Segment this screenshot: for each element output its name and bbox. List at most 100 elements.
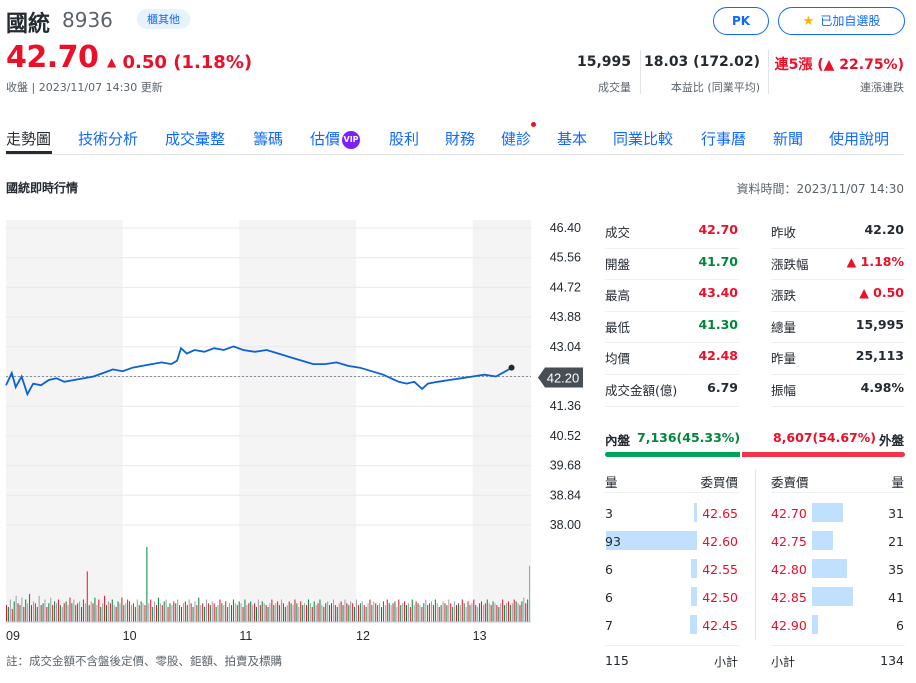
stat-value: 連5漲 (▲ 22.75%) bbox=[774, 57, 904, 73]
volume-bar bbox=[511, 603, 513, 623]
volume-bar bbox=[507, 601, 509, 622]
intraday-chart[interactable]: 46.40 45.56 44.72 43.88 43.04 41.36 40.52 39.68… bbox=[0, 210, 600, 650]
volume-bar bbox=[23, 607, 25, 622]
volume-bar bbox=[436, 603, 438, 623]
row-divider bbox=[771, 279, 905, 281]
volume-bar bbox=[171, 605, 173, 622]
quote-value: ▲ 0.50 bbox=[859, 285, 904, 301]
tab-2[interactable]: 技術分析 bbox=[78, 128, 138, 149]
volume-bar bbox=[175, 603, 177, 623]
volume-bar bbox=[484, 603, 486, 623]
volume-bar bbox=[54, 601, 56, 622]
volume-bar bbox=[232, 599, 234, 622]
volume-bar bbox=[513, 599, 515, 622]
volume-bar bbox=[463, 603, 465, 623]
tab-12[interactable]: 新聞 bbox=[773, 128, 803, 149]
x-tick-label: 10 bbox=[123, 629, 137, 643]
volume-bar bbox=[165, 599, 167, 622]
volume-bar bbox=[159, 603, 161, 623]
volume-bar bbox=[390, 605, 392, 622]
volume-bar bbox=[13, 601, 15, 622]
volume-bar bbox=[261, 601, 263, 622]
volume-bar bbox=[457, 603, 459, 623]
row-divider bbox=[605, 247, 739, 249]
volume-bar bbox=[482, 605, 484, 622]
tab-9[interactable]: 基本 bbox=[557, 128, 587, 149]
bid-price[interactable]: 42.50 bbox=[702, 590, 738, 605]
tab-7[interactable]: 財務 bbox=[445, 128, 475, 149]
volume-bar bbox=[154, 601, 156, 622]
volume-bar bbox=[332, 599, 334, 622]
volume-bar bbox=[115, 607, 117, 622]
outer-bar bbox=[742, 452, 905, 457]
pk-button[interactable]: PK bbox=[713, 7, 769, 35]
tab-8[interactable]: 健診 bbox=[501, 122, 536, 149]
row-divider bbox=[771, 310, 905, 312]
bid-price[interactable]: 42.55 bbox=[702, 562, 738, 577]
tab-13[interactable]: 使用說明 bbox=[829, 128, 889, 149]
ask-price[interactable]: 42.70 bbox=[771, 506, 807, 521]
footnote: 註：成交金額不含盤後定價、零股、鉅額、拍賣及標購 bbox=[6, 654, 282, 668]
ask-price-header: 委賣價 bbox=[771, 475, 809, 490]
stat-label: 連漲連跌 bbox=[860, 81, 904, 94]
ask-qty: 35 bbox=[888, 562, 904, 577]
volume-bar bbox=[75, 605, 77, 622]
bid-price[interactable]: 42.60 bbox=[702, 534, 738, 549]
volume-bar bbox=[102, 603, 104, 623]
volume-bar bbox=[207, 603, 209, 623]
quote-value: 41.30 bbox=[698, 316, 738, 332]
volume-bar bbox=[477, 607, 479, 622]
tab-5[interactable]: 估價 VIP bbox=[310, 128, 361, 149]
bid-price[interactable]: 42.45 bbox=[702, 618, 738, 633]
tab-label: 成交彙整 bbox=[165, 130, 226, 148]
orderbook-divider bbox=[755, 470, 756, 640]
tab-6[interactable]: 股利 bbox=[389, 128, 419, 149]
volume-bar bbox=[298, 607, 300, 622]
volume-bar bbox=[294, 599, 296, 622]
volume-bar bbox=[407, 603, 409, 623]
volume-bar bbox=[492, 601, 494, 622]
volume-bar bbox=[321, 605, 323, 622]
y-tick-label: 39.68 bbox=[550, 459, 581, 473]
watchlist-button[interactable]: ★ 已加自選股 bbox=[778, 7, 905, 35]
tab-11[interactable]: 行事曆 bbox=[701, 128, 746, 149]
volume-bar bbox=[209, 605, 211, 622]
bid-volume-bar bbox=[691, 559, 697, 578]
data-time: 資料時間：2023/11/07 14:30 bbox=[736, 182, 904, 196]
bid-qty: 6 bbox=[605, 590, 613, 605]
ask-price[interactable]: 42.90 bbox=[771, 618, 807, 633]
volume-bar bbox=[63, 603, 65, 623]
tab-10[interactable]: 同業比較 bbox=[613, 128, 673, 149]
bid-price[interactable]: 42.65 bbox=[702, 506, 738, 521]
tab-3[interactable]: 成交彙整 bbox=[165, 128, 225, 149]
tab-4[interactable]: 籌碼 bbox=[253, 128, 283, 149]
volume-bar bbox=[44, 599, 46, 622]
row-divider bbox=[771, 405, 905, 407]
volume-bar bbox=[86, 571, 88, 622]
volume-bar bbox=[21, 597, 23, 622]
volume-bar bbox=[392, 603, 394, 623]
volume-bar bbox=[73, 599, 75, 622]
header-divider bbox=[605, 492, 739, 493]
volume-bar bbox=[398, 599, 400, 622]
volume-bar bbox=[38, 595, 40, 623]
volume-bar bbox=[190, 603, 192, 623]
ask-price[interactable]: 42.80 bbox=[771, 562, 807, 577]
volume-bar bbox=[350, 601, 352, 622]
ask-price[interactable]: 42.85 bbox=[771, 590, 807, 605]
industry-tag[interactable]: 櫃其他 bbox=[137, 9, 190, 29]
volume-bar bbox=[236, 605, 238, 622]
ask-qty: 6 bbox=[896, 618, 904, 633]
ask-price[interactable]: 42.75 bbox=[771, 534, 807, 549]
tab-1[interactable]: 走勢圖 bbox=[6, 128, 51, 149]
volume-bar bbox=[425, 599, 427, 622]
volume-bar bbox=[494, 603, 496, 623]
volume-bar bbox=[25, 599, 27, 622]
volume-bar bbox=[411, 599, 413, 622]
volume-bar bbox=[284, 607, 286, 622]
volume-bar bbox=[265, 605, 267, 622]
volume-bar bbox=[396, 607, 398, 622]
quote-label: 總量 bbox=[771, 319, 797, 335]
volume-bar bbox=[421, 607, 423, 622]
volume-bar bbox=[475, 605, 477, 622]
